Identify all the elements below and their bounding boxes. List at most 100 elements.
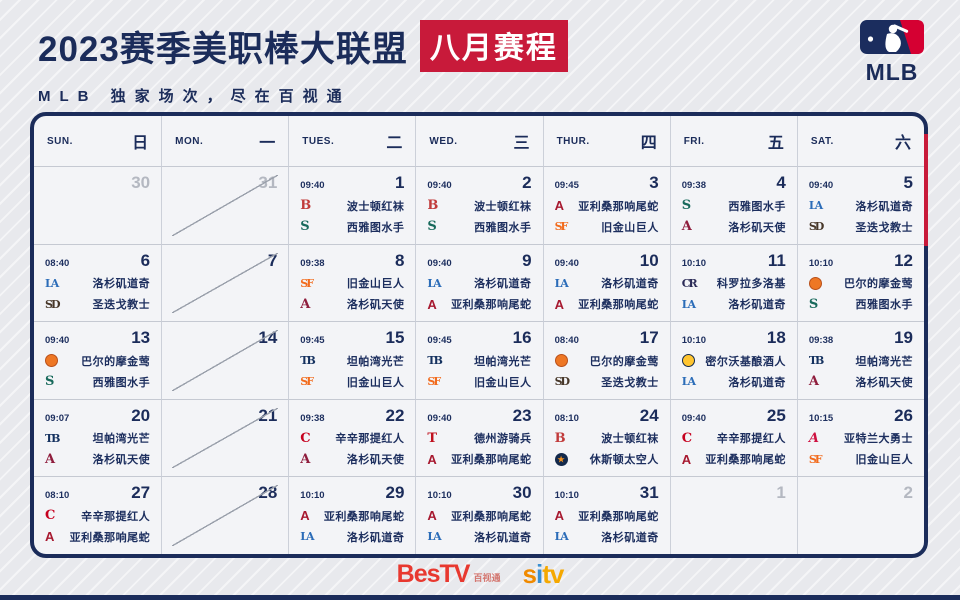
dbacks-team-logo-icon: A [45, 529, 55, 545]
calendar-cell-31: 10:10 31 A 亚利桑那响尾蛇 LA 洛杉矶道奇 [542, 476, 670, 554]
bestv-chinese-label: 百视通 [473, 572, 501, 583]
padres-team-logo-icon: SD [45, 297, 60, 311]
game-row: SD 圣迭戈教士 [809, 218, 913, 235]
game-row: LA 洛杉矶道奇 [809, 197, 913, 214]
game-row: LA 洛杉矶道奇 [300, 528, 404, 545]
team-name: 辛辛那提红人 [716, 433, 786, 446]
team-name: 密尔沃基酿酒人 [705, 355, 786, 368]
game-row: SF 旧金山巨人 [555, 218, 659, 235]
rays-team-logo-icon: TB [427, 354, 442, 368]
mlb-batter-icon [860, 20, 924, 54]
dbacks-team-logo-icon: A [554, 198, 564, 213]
day-header-thur: THUR. 四 [542, 116, 670, 166]
date-number: 12 [894, 250, 913, 270]
reds-team-logo-icon: C [681, 430, 693, 446]
team-name: 亚利桑那响尾蛇 [451, 454, 532, 467]
day-header-sat: SAT. 六 [796, 116, 924, 166]
game-row: A 洛杉矶天使 [682, 218, 786, 235]
day-header-en: FRI. [683, 135, 705, 147]
calendar-cell-25: 09:40 25 C 辛辛那提红人 A 亚利桑那响尾蛇 [669, 398, 797, 477]
team-name: 洛杉矶道奇 [728, 376, 786, 389]
game-row: 密尔沃基酿酒人 [681, 352, 786, 369]
game-row: SD 圣迭戈教士 [45, 296, 150, 313]
games-list: A 亚利桑那响尾蛇 SF 旧金山巨人 [555, 197, 659, 235]
date-number: 30 [131, 173, 151, 192]
game-time: 09:45 [554, 180, 579, 191]
calendar-cell-2: 09:40 2 B 波士顿红袜 S 西雅图水手 [415, 166, 543, 244]
month-badge: 八月赛程 [419, 20, 568, 72]
game-row: ★ 休斯顿太空人 [554, 451, 659, 468]
footer: BesTV 百视通 sitv [0, 561, 960, 587]
team-name: 坦帕湾光芒 [346, 355, 405, 368]
game-row: SF 旧金山巨人 [809, 451, 913, 468]
team-name: 西雅图水手 [92, 376, 151, 389]
team-name: 巴尔的摩金莺 [844, 278, 913, 291]
angels-team-logo-icon: A [808, 374, 819, 390]
game-row: 巴尔的摩金莺 [808, 275, 913, 292]
mlb-wordmark: MLB [865, 59, 919, 85]
braves-team-logo-icon: A [808, 430, 819, 446]
dodgers-team-logo-icon: LA [554, 530, 569, 544]
games-list: A 亚利桑那响尾蛇 LA 洛杉矶道奇 [300, 507, 404, 545]
game-time: 09:40 [300, 180, 325, 191]
team-name: 科罗拉多洛基 [716, 278, 786, 291]
team-name: 洛杉矶天使 [728, 221, 786, 234]
game-time: 09:40 [554, 257, 579, 269]
team-name: 亚利桑那响尾蛇 [578, 510, 659, 523]
date-number: 23 [512, 405, 532, 425]
date-number: 18 [766, 328, 786, 348]
calendar-cell-20: 09:07 20 TB 坦帕湾光芒 A 洛杉矶天使 [34, 398, 162, 477]
team-name: 西雅图水手 [728, 200, 786, 213]
games-list: TB 坦帕湾光芒 SF 旧金山巨人 [427, 352, 531, 390]
padres-team-logo-icon: SD [554, 375, 570, 389]
game-row: A 亚利桑那响尾蛇 [45, 528, 150, 545]
date-number: 24 [639, 405, 659, 425]
day-header-zh: 一 [259, 135, 276, 152]
reds-team-logo-icon: C [300, 430, 311, 446]
dbacks-team-logo-icon: A [427, 508, 437, 524]
dbacks-team-logo-icon: A [554, 296, 564, 312]
orioles-team-logo-icon [45, 354, 65, 368]
rays-team-logo-icon: TB [300, 354, 315, 368]
dodgers-team-logo-icon: LA [300, 530, 314, 544]
calendar-cell-13: 09:40 13 巴尔的摩金莺 S 西雅图水手 [34, 321, 162, 399]
game-row: A 亚利桑那响尾蛇 [300, 507, 404, 524]
team-name: 旧金山巨人 [601, 221, 659, 234]
game-time: 08:10 [554, 412, 579, 424]
team-name: 亚利桑那响尾蛇 [578, 299, 659, 312]
team-name: 西雅图水手 [855, 299, 913, 312]
date-number: 6 [140, 250, 151, 270]
game-time: 09:40 [427, 180, 452, 191]
game-row: B 波士顿红袜 [427, 197, 531, 214]
games-list: LA 洛杉矶道奇 SD 圣迭戈教士 [45, 275, 150, 313]
games-list: B 波士顿红袜 ★ 休斯顿太空人 [554, 430, 659, 468]
mariners-team-logo-icon: S [427, 219, 437, 234]
day-header-zh: 四 [640, 135, 657, 152]
game-row: SF 旧金山巨人 [300, 275, 404, 292]
calendar-grid: SUN. 日 MON. 一 TUES. 二 WED. 三 THUR. 四 FRI. 五 SAT. 六 30 3… [34, 116, 924, 554]
date-number: 26 [894, 405, 913, 425]
games-list: TB 坦帕湾光芒 SF 旧金山巨人 [300, 352, 404, 390]
game-time: 09:38 [300, 257, 325, 269]
redsox-team-logo-icon: B [300, 198, 312, 213]
game-time: 09:07 [45, 412, 70, 424]
calendar-cell-16: 09:45 16 TB 坦帕湾光芒 SF 旧金山巨人 [415, 321, 543, 399]
game-time: 09:40 [681, 412, 707, 424]
team-name: 亚利桑那响尾蛇 [578, 200, 659, 213]
team-name: 洛杉矶道奇 [601, 278, 659, 291]
team-name: 洛杉矶道奇 [346, 531, 405, 544]
date-number: 2 [903, 483, 913, 503]
game-row: A 亚利桑那响尾蛇 [682, 451, 786, 468]
sitv-letter: t [542, 558, 551, 589]
calendar-cell-27: 08:10 27 C 辛辛那提红人 A 亚利桑那响尾蛇 [34, 476, 162, 554]
games-list: SF 旧金山巨人 A 洛杉矶天使 [300, 275, 404, 313]
date-number: 3 [649, 173, 659, 192]
games-list: LA 洛杉矶道奇 A 亚利桑那响尾蛇 [555, 275, 659, 313]
game-row: LA 洛杉矶道奇 [45, 275, 150, 292]
team-name: 圣迭戈教士 [92, 299, 151, 312]
day-header-wed: WED. 三 [415, 116, 542, 166]
games-list: C 辛辛那提红人 A 洛杉矶天使 [300, 430, 404, 468]
astros-team-logo-icon: ★ [554, 452, 575, 466]
game-time: 08:40 [45, 257, 70, 269]
